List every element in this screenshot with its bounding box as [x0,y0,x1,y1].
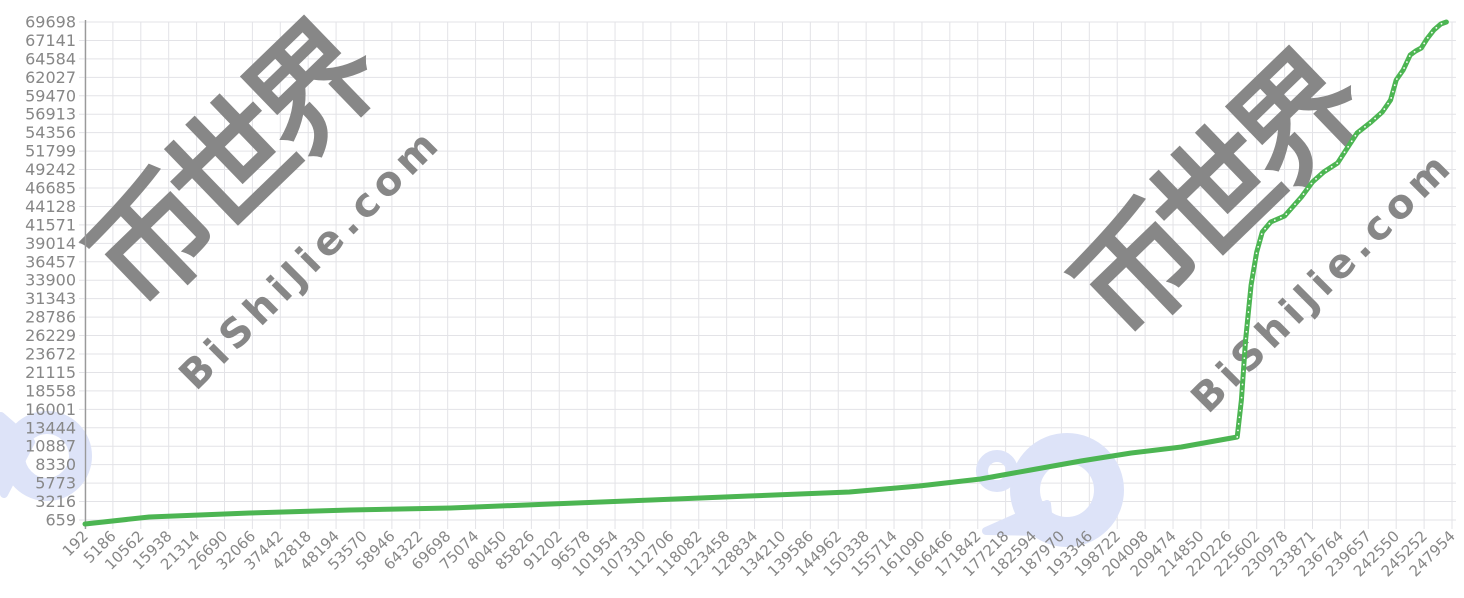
watermark-logo-left [0,411,92,501]
y-axis-label: 69698 [25,13,76,32]
y-axis-label: 64584 [25,49,76,68]
y-axis-label: 33900 [25,271,76,290]
y-axis-label: 23672 [25,345,76,364]
y-axis-label: 18558 [25,381,76,400]
y-axis-label: 13444 [25,418,76,437]
y-axis-label: 36457 [25,252,76,271]
grid [79,21,1456,529]
y-axis-label: 67141 [25,31,76,50]
y-axis-label: 62027 [25,68,76,87]
y-axis-label: 28786 [25,308,76,327]
series-line [82,19,1449,527]
y-axis-label: 46685 [25,179,76,198]
y-axis-label: 659 [45,511,76,530]
y-axis-label: 21115 [25,363,76,382]
watermark: 币世界 BiShiJie.com 币世界 BiShiJie.com [0,0,1463,547]
watermark-logo-right [976,433,1124,547]
y-axis-label: 51799 [25,142,76,161]
y-axis-label: 26229 [25,326,76,345]
logo-dot-icon [976,450,1018,492]
series-point-dots [1236,21,1448,438]
y-axis-label: 3216 [35,492,76,511]
y-axis-label: 56913 [25,105,76,124]
y-axis-label: 31343 [25,289,76,308]
y-axis-label: 16001 [25,400,76,419]
y-axis-label: 10887 [25,437,76,456]
y-axis-label: 5773 [35,474,76,493]
series [82,19,1449,527]
y-axis-label: 49242 [25,160,76,179]
y-axis-label: 8330 [35,455,76,474]
axes: 6969867141645846202759470569135435651799… [25,13,1459,581]
logo-tail-icon [982,500,1054,536]
logo-ring-icon [1010,433,1124,547]
watermark-left: 币世界 BiShiJie.com [61,0,451,399]
y-axis-label: 54356 [25,123,76,142]
y-axis-label: 39014 [25,234,76,253]
y-axis-label: 44128 [25,197,76,216]
y-axis-label: 59470 [25,86,76,105]
watermark-text-cn: 币世界 [1046,24,1393,367]
logo-tail-icon [0,412,35,498]
y-axis-label: 41571 [25,215,76,234]
watermark-right: 币世界 BiShiJie.com [1046,24,1463,422]
